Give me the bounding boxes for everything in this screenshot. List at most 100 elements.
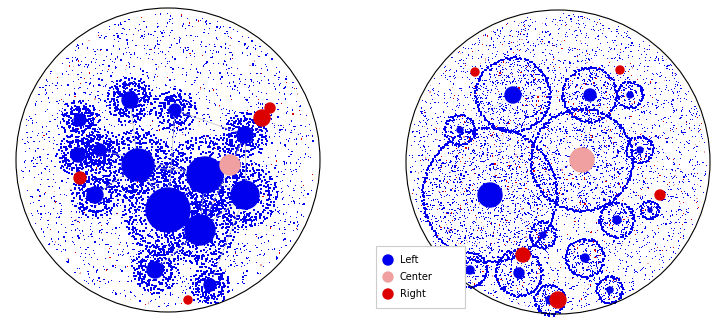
Point [497, 268, 508, 274]
Point [184, 20, 195, 25]
Point [185, 260, 197, 265]
Point [580, 145, 592, 150]
Point [138, 177, 149, 182]
Point [430, 156, 441, 162]
Point [526, 248, 538, 253]
Point [127, 194, 139, 200]
Point [560, 214, 572, 219]
Point [493, 208, 505, 214]
Point [489, 142, 500, 148]
Point [258, 253, 269, 258]
Point [169, 237, 181, 243]
Point [448, 140, 459, 145]
Point [91, 209, 102, 215]
Point [523, 201, 535, 206]
Point [616, 229, 627, 235]
Point [539, 100, 551, 106]
Point [104, 246, 115, 251]
Point [200, 210, 212, 215]
Point [221, 225, 233, 230]
Point [611, 88, 622, 93]
Point [553, 191, 564, 196]
Point [51, 98, 63, 104]
Point [202, 215, 213, 221]
Point [512, 104, 523, 109]
Point [211, 249, 222, 254]
Point [504, 137, 516, 142]
Point [528, 79, 540, 85]
Point [526, 161, 537, 166]
Point [68, 158, 80, 163]
Point [629, 228, 640, 233]
Point [103, 184, 114, 190]
Point [650, 254, 662, 260]
Point [536, 213, 548, 218]
Point [551, 291, 562, 297]
Point [508, 92, 519, 97]
Point [422, 171, 433, 176]
Point [111, 153, 122, 158]
Point [462, 261, 473, 266]
Point [257, 194, 269, 199]
Point [536, 116, 548, 122]
Point [672, 83, 683, 88]
Point [606, 174, 618, 180]
Point [81, 171, 93, 177]
Point [189, 78, 201, 83]
Point [505, 285, 517, 290]
Point [199, 278, 210, 283]
Point [547, 282, 559, 288]
Point [470, 283, 482, 289]
Point [582, 106, 593, 112]
Point [179, 220, 190, 225]
Point [559, 299, 571, 305]
Point [549, 173, 561, 178]
Point [76, 198, 88, 203]
Point [80, 251, 91, 256]
Point [185, 155, 197, 160]
Point [471, 96, 482, 102]
Point [612, 217, 624, 223]
Point [74, 193, 86, 199]
Point [507, 80, 518, 85]
Point [562, 236, 573, 241]
Point [605, 162, 616, 168]
Point [194, 42, 206, 47]
Point [574, 270, 585, 275]
Point [485, 187, 497, 193]
Point [468, 234, 480, 240]
Point [524, 303, 536, 309]
Point [617, 204, 629, 210]
Point [198, 222, 210, 228]
Point [104, 152, 115, 158]
Point [605, 183, 616, 188]
Point [585, 107, 596, 113]
Point [126, 87, 138, 93]
Point [86, 159, 97, 164]
Point [505, 258, 517, 264]
Point [246, 219, 257, 225]
Point [124, 130, 135, 136]
Point [97, 215, 109, 220]
Point [232, 202, 243, 207]
Point [600, 130, 611, 135]
Point [245, 174, 256, 179]
Point [641, 76, 652, 82]
Point [573, 69, 585, 74]
Point [513, 293, 524, 298]
Point [456, 131, 467, 136]
Point [562, 177, 573, 183]
Point [66, 134, 78, 139]
Point [76, 133, 88, 139]
Point [114, 147, 126, 153]
Point [262, 205, 274, 210]
Point [162, 11, 174, 16]
Point [456, 131, 468, 136]
Point [233, 119, 245, 125]
Point [253, 213, 265, 219]
Point [144, 282, 156, 287]
Point [271, 205, 283, 210]
Point [548, 268, 559, 274]
Point [138, 228, 149, 233]
Point [610, 298, 621, 304]
